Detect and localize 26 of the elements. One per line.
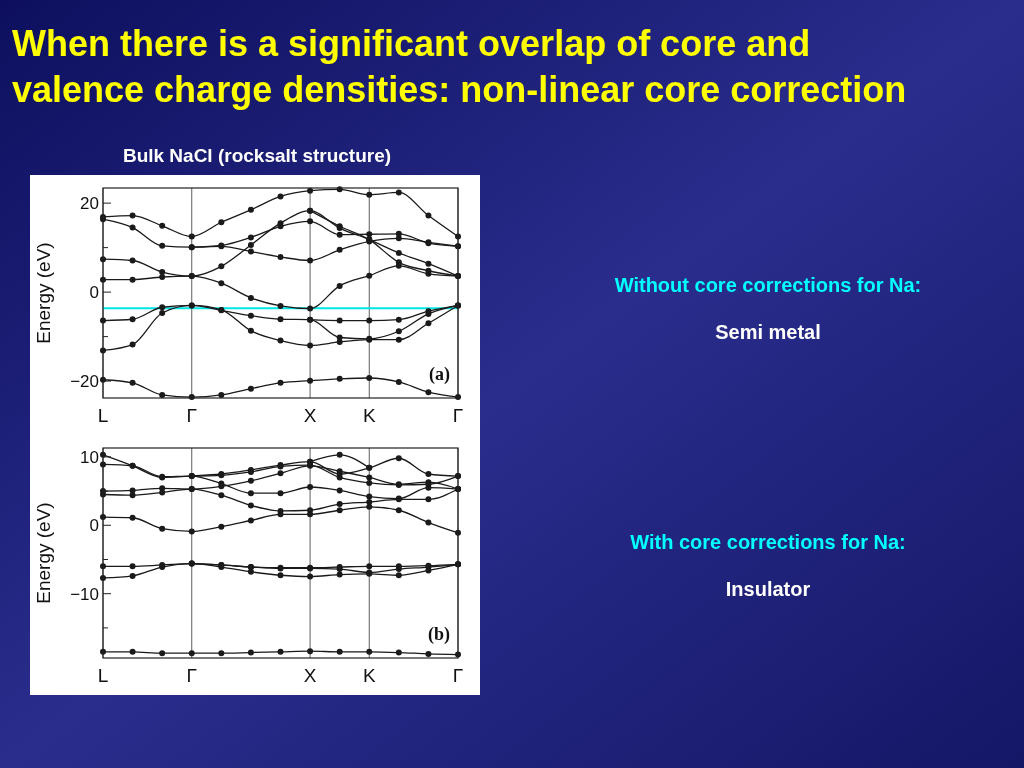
text: Insulator: [725, 578, 811, 600]
y-tick-label: 0: [89, 283, 99, 303]
x-tick-label: L: [97, 665, 109, 686]
y-tick-label: 0: [89, 516, 99, 536]
text: With core corrections for Na:: [630, 531, 906, 553]
y-axis-title: Energy (eV): [33, 242, 54, 344]
y-tick-label: 10: [80, 447, 99, 467]
annotation: (b): [428, 624, 450, 645]
y-axis-title: Energy (eV): [33, 502, 54, 604]
annotation: (a): [429, 364, 450, 385]
x-tick-label: Γ: [452, 405, 464, 426]
y-tick-label: −20: [70, 372, 99, 392]
x-tick-label: X: [303, 405, 317, 426]
text: Without core corrections for Na:: [614, 274, 922, 296]
x-tick-label: Γ: [186, 665, 197, 686]
x-tick-label: K: [362, 405, 376, 426]
chart-title: When there is a significant overlap of core and valence charge densities: non-linear core correction: [12, 23, 907, 110]
text: Semi metal: [715, 321, 821, 343]
x-tick-label: L: [97, 405, 109, 426]
x-tick-label: Γ: [452, 665, 464, 686]
x-tick-label: X: [303, 665, 317, 686]
x-tick-label: K: [362, 665, 376, 686]
x-tick-label: Γ: [186, 405, 197, 426]
chart-subtitle: Bulk NaCl (rocksalt structure): [122, 145, 392, 166]
y-tick-label: 20: [80, 194, 99, 214]
y-tick-label: −10: [70, 584, 99, 604]
